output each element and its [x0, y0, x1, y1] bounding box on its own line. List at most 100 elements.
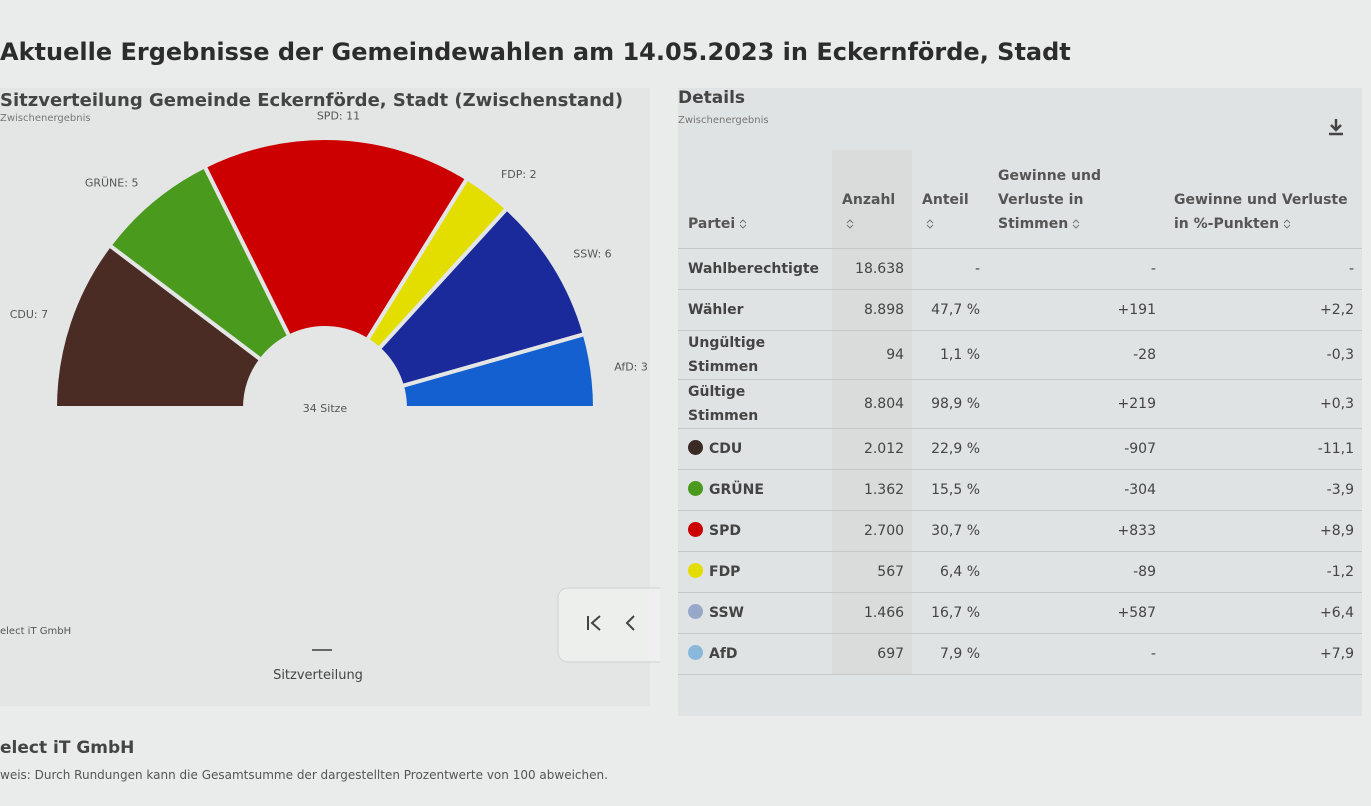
page-title: Aktuelle Ergebnisse der Gemeindewahlen a… — [0, 38, 1071, 66]
details-title: Details — [678, 88, 746, 108]
cell-text: AfD — [709, 646, 738, 662]
table-cell: -304 — [988, 469, 1164, 511]
column-header[interactable]: Gewinne und Verluste in %-Punkten — [1163, 150, 1362, 249]
table-cell: 16,7 % — [912, 592, 989, 634]
cell-text: 697 — [877, 646, 905, 662]
sort-icon[interactable] — [926, 219, 934, 229]
column-header-text: Gewinne und Verluste in Stimmen — [998, 168, 1101, 232]
sort-icon[interactable] — [739, 219, 747, 229]
table-row: SPD 2.700 30,7 % +833 +8,9 — [678, 510, 1362, 552]
pager-icons[interactable] — [587, 615, 660, 631]
table-cell: 2.012 — [832, 428, 913, 470]
segment-label: CDU: 7 — [10, 308, 48, 321]
table-row: Ungültige Stimmen 94 1,1 % -28 -0,3 — [678, 330, 1362, 380]
footer-note: weis: Durch Rundungen kann die Gesamtsum… — [0, 768, 608, 782]
seat-segment — [52, 242, 264, 410]
cell-text: Gültige Stimmen — [688, 384, 759, 424]
cell-text: +8,9 — [1320, 523, 1354, 539]
pager-box — [557, 587, 660, 663]
cell-text: -1,2 — [1326, 564, 1354, 580]
table-cell: 8.898 — [832, 289, 913, 331]
cell-text: 94 — [886, 347, 905, 363]
cell-text: 6,4 % — [939, 564, 981, 580]
cell-text: -907 — [1124, 441, 1156, 457]
table-cell: - — [1163, 248, 1362, 290]
column-header[interactable]: Partei — [678, 150, 833, 249]
table-cell: Ungültige Stimmen — [678, 330, 833, 380]
seat-segment — [106, 163, 293, 363]
party-dot — [688, 563, 703, 578]
table-cell: -89 — [988, 551, 1164, 593]
cell-text: - — [1150, 261, 1156, 277]
table-cell: 7,9 % — [912, 633, 989, 675]
party-dot — [688, 522, 703, 537]
segment-label: SSW: 6 — [573, 247, 611, 260]
cell-text: 567 — [877, 564, 905, 580]
segment-label: FDP: 2 — [501, 168, 537, 181]
seat-segment — [201, 136, 470, 343]
cell-text: 47,7 % — [931, 302, 981, 318]
table-cell: +191 — [988, 289, 1164, 331]
cell-text: 1.466 — [863, 605, 905, 621]
party-dot — [688, 440, 703, 455]
table-cell: +2,2 — [1163, 289, 1362, 331]
table-row: Gültige Stimmen 8.804 98,9 % +219 +0,3 — [678, 379, 1362, 429]
table-cell: Wähler — [678, 289, 833, 331]
table-cell: 567 — [832, 551, 913, 593]
cell-text: +2,2 — [1320, 302, 1354, 318]
table-cell: 22,9 % — [912, 428, 989, 470]
column-header[interactable]: Anteil — [912, 150, 989, 249]
details-panel: Details Zwischenergebnis Partei Anzahl Ant… — [678, 88, 1362, 716]
legend-entry: Sitzverteilung — [273, 668, 363, 683]
table-cell: - — [912, 248, 989, 290]
pager[interactable] — [557, 587, 660, 663]
table-cell: 8.804 — [832, 379, 913, 429]
cell-text: +191 — [1117, 302, 1156, 318]
sort-icon[interactable] — [846, 219, 854, 229]
cell-text: 16,7 % — [931, 605, 981, 621]
cell-text: Wahlberechtigte — [688, 261, 820, 277]
table-row: GRÜNE 1.362 15,5 % -304 -3,9 — [678, 469, 1362, 511]
table-row: SSW 1.466 16,7 % +587 +6,4 — [678, 592, 1362, 634]
table-cell: 94 — [832, 330, 913, 380]
table-cell: 2.700 — [832, 510, 913, 552]
party-dot — [688, 604, 703, 619]
cell-text: 7,9 % — [939, 646, 981, 662]
cell-text: +6,4 — [1320, 605, 1354, 621]
cell-text: Ungültige Stimmen — [688, 335, 766, 375]
chart-title: Sitzverteilung Gemeinde Eckernförde, Sta… — [0, 90, 623, 111]
cell-text: 1,1 % — [939, 347, 981, 363]
table-cell: Gültige Stimmen — [678, 379, 833, 429]
cell-text: Wähler — [688, 302, 744, 318]
cell-text: -304 — [1124, 482, 1156, 498]
cell-text: - — [1348, 261, 1354, 277]
table-cell: - — [988, 248, 1164, 290]
sort-icon[interactable] — [1072, 219, 1080, 229]
table-cell: 98,9 % — [912, 379, 989, 429]
table-cell: FDP — [678, 551, 833, 593]
cell-text: SPD — [709, 523, 741, 539]
table-cell: CDU — [678, 428, 833, 470]
table-cell: SSW — [678, 592, 833, 634]
results-table: Partei Anzahl Anteil Gewinne und Verluste i… — [678, 150, 1362, 675]
table-cell: 18.638 — [832, 248, 913, 290]
table-cell: +219 — [988, 379, 1164, 429]
download-icon[interactable] — [1328, 118, 1344, 136]
cell-text: - — [974, 261, 981, 277]
table-cell: -3,9 — [1163, 469, 1362, 511]
table-cell: -907 — [988, 428, 1164, 470]
sort-icon[interactable] — [1283, 219, 1291, 229]
segment-label: SPD: 11 — [317, 109, 360, 122]
table-cell: +7,9 — [1163, 633, 1362, 675]
column-header[interactable]: Gewinne und Verluste in Stimmen — [988, 150, 1164, 249]
column-header[interactable]: Anzahl — [832, 150, 913, 249]
table-cell: -28 — [988, 330, 1164, 380]
table-cell: 1.466 — [832, 592, 913, 634]
cell-text: 8.804 — [863, 396, 905, 412]
details-subtitle: Zwischenergebnis — [678, 115, 769, 126]
table-cell: +8,9 — [1163, 510, 1362, 552]
cell-text: -89 — [1133, 564, 1156, 580]
table-cell: 1.362 — [832, 469, 913, 511]
cell-text: +0,3 — [1320, 396, 1354, 412]
